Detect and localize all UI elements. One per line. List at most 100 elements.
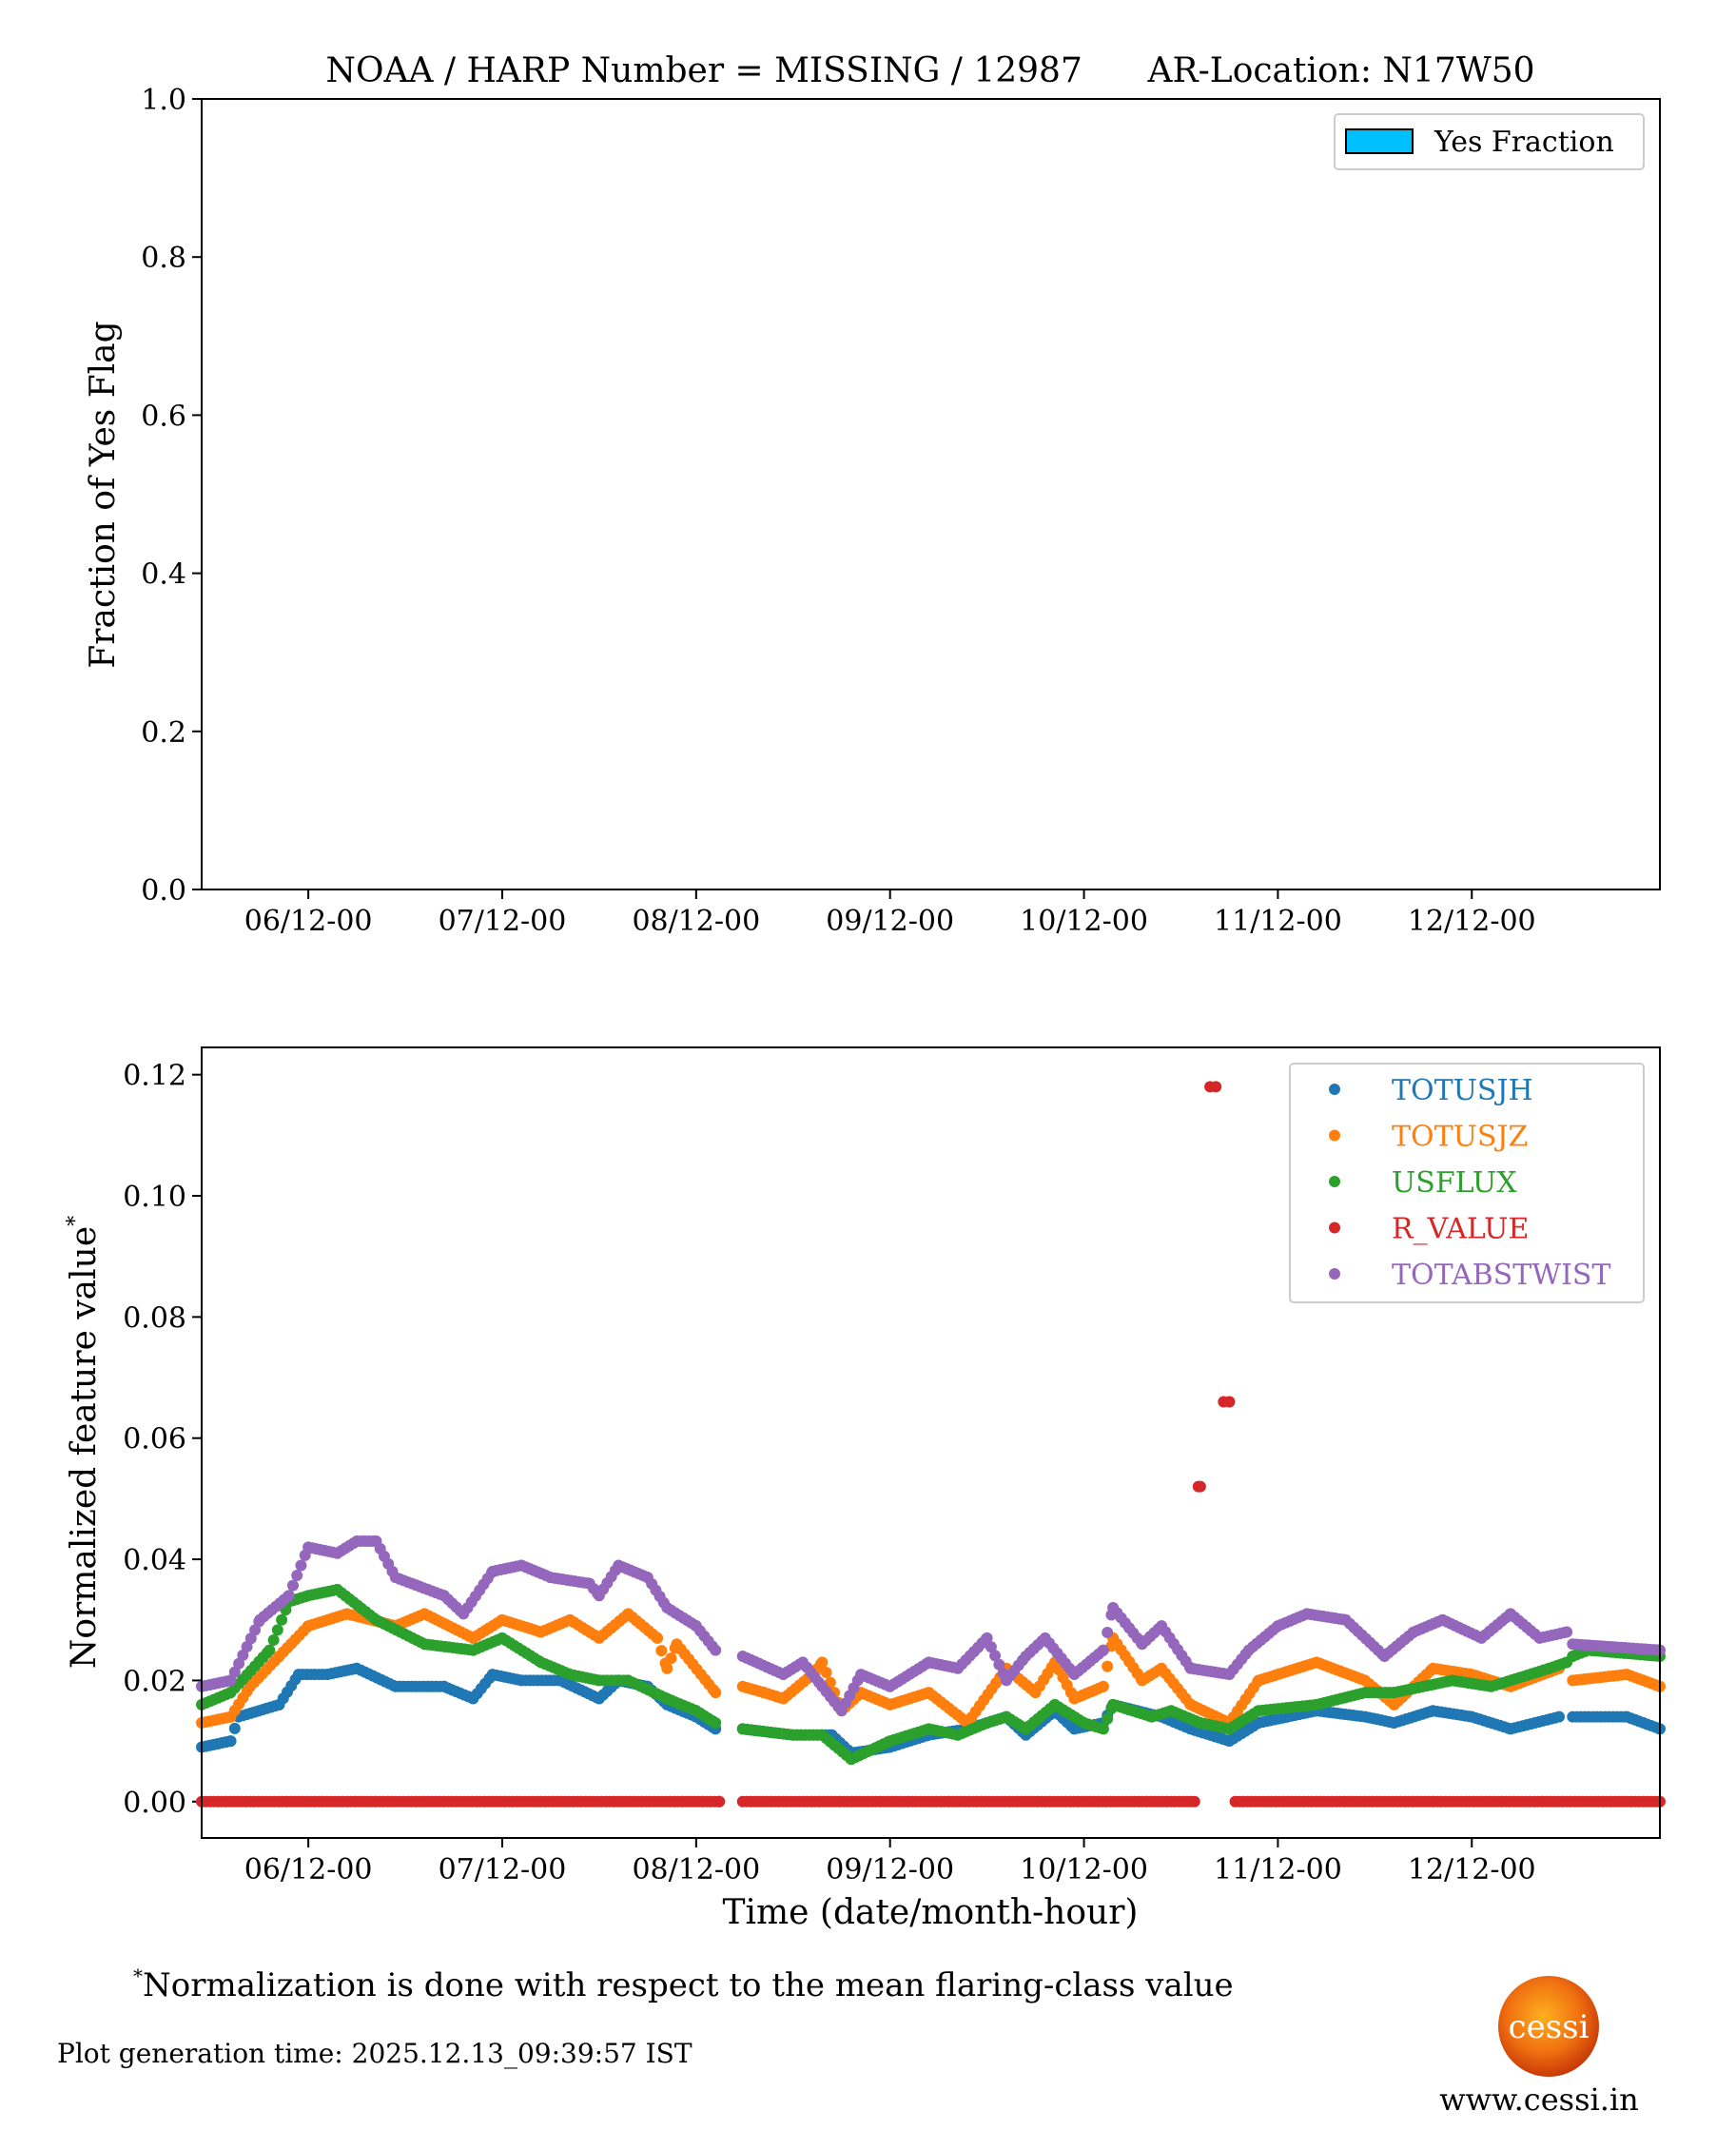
data-point (267, 1633, 280, 1646)
chart-title: NOAA / HARP Number = MISSING / 12987 AR-… (325, 51, 1534, 90)
data-point (820, 1666, 832, 1678)
data-point (713, 1795, 726, 1808)
top-y-tick-label: 0.8 (141, 242, 186, 275)
top-x-tick-label: 08/12-00 (632, 905, 760, 938)
legend-marker-totusjh (1329, 1084, 1340, 1095)
data-point (985, 1641, 997, 1653)
top-x-tick-label: 11/12-00 (1214, 905, 1342, 938)
data-point (993, 1658, 1005, 1671)
legend-marker-totabstwist (1329, 1268, 1340, 1280)
series-totabstwist (196, 1534, 1666, 1717)
legend-label-totusjz: TOTUSJZ (1392, 1121, 1528, 1154)
bottom-x-tick-label: 06/12-00 (244, 1853, 373, 1886)
footnote: *Normalization is done with respect to t… (133, 1964, 1234, 2004)
data-point (655, 1645, 668, 1657)
footnote-marker: * (133, 1964, 143, 1987)
data-point (652, 1632, 664, 1644)
top-legend: Yes Fraction (1334, 113, 1645, 170)
legend-label-r-value: R_VALUE (1392, 1213, 1529, 1246)
bottom-y-axis-label: Normalized feature value* (64, 1216, 104, 1669)
data-point (1097, 1680, 1109, 1692)
legend-marker-totusjz (1329, 1129, 1340, 1142)
data-point (710, 1687, 722, 1699)
top-y-tick-label: 0.2 (141, 716, 186, 750)
top-y-tick-label: 1.0 (141, 84, 186, 117)
bottom-plot-frame (201, 1046, 1661, 1839)
website-link[interactable]: www.cessi.in (1439, 2082, 1639, 2118)
series-r-value (196, 1081, 1666, 1808)
data-point (1223, 1396, 1236, 1408)
bottom-y-tick-label: 0.00 (123, 1787, 186, 1820)
legend-swatch-yes-fraction (1345, 128, 1414, 154)
top-y-tick-label: 0.4 (141, 558, 186, 592)
legend-label-usflux: USFLUX (1392, 1166, 1517, 1200)
bottom-x-tick-label: 07/12-00 (439, 1853, 567, 1886)
sun-icon (1498, 1976, 1599, 2077)
legend-box (1334, 113, 1645, 170)
data-point (1210, 1081, 1222, 1093)
ylabel-superscript: * (64, 1216, 88, 1226)
bottom-y-tick-label: 0.04 (123, 1544, 186, 1577)
data-point (710, 1644, 722, 1656)
data-point (224, 1735, 237, 1748)
data-point (1561, 1626, 1573, 1638)
top-x-tick-label: 07/12-00 (439, 905, 567, 938)
data-point (989, 1650, 1002, 1662)
bottom-legend: TOTUSJH TOTUSJZ USFLUX R_VALUE TOTABSTWIST (1289, 1063, 1645, 1303)
x-axis-label: Time (date/month-hour) (723, 1893, 1139, 1932)
legend-marker-r-value (1329, 1222, 1340, 1234)
scatter-points (196, 1081, 1666, 1808)
bottom-y-tick-label: 0.10 (123, 1181, 186, 1214)
data-point (263, 1644, 276, 1656)
legend-label-totabstwist: TOTABSTWIST (1392, 1259, 1611, 1292)
legend-label-yes-fraction: Yes Fraction (1434, 126, 1614, 159)
data-point (291, 1570, 303, 1582)
legend-label-totusjh: TOTUSJH (1392, 1074, 1533, 1107)
data-point (228, 1722, 241, 1734)
data-point (665, 1652, 677, 1665)
data-point (276, 1613, 288, 1626)
top-y-tick-label: 0.6 (141, 400, 186, 433)
top-y-tick-label: 0.0 (141, 874, 186, 908)
data-point (1102, 1627, 1114, 1639)
data-point (1102, 1712, 1114, 1725)
bottom-x-tick-label: 09/12-00 (826, 1853, 954, 1886)
bottom-y-tick-label: 0.12 (123, 1060, 186, 1093)
bottom-x-tick-label: 08/12-00 (632, 1853, 760, 1886)
bottom-y-tick-label: 0.02 (123, 1665, 186, 1698)
top-plot-frame (201, 98, 1661, 890)
data-point (295, 1559, 307, 1572)
data-point (1097, 1723, 1109, 1735)
data-point (1188, 1795, 1200, 1808)
cessi-logo: cessi (1498, 1976, 1599, 2077)
data-point (286, 1579, 299, 1592)
bottom-y-tick-label: 0.08 (123, 1301, 186, 1335)
data-point (661, 1662, 673, 1674)
legend-box (1289, 1063, 1645, 1303)
top-x-tick-label: 06/12-00 (244, 905, 373, 938)
data-point (981, 1632, 993, 1644)
bottom-x-tick-label: 12/12-00 (1408, 1853, 1536, 1886)
series-usflux (196, 1583, 1666, 1766)
data-point (1097, 1644, 1109, 1656)
top-x-tick-label: 12/12-00 (1408, 905, 1536, 938)
data-point (816, 1656, 829, 1669)
top-x-tick-label: 10/12-00 (1020, 905, 1148, 938)
ylabel-text: Normalized feature value (65, 1226, 104, 1669)
top-axis-ticks: 06/12-00 07/12-00 08/12-00 09/12-00 10/12-00… (141, 84, 1535, 938)
data-point (283, 1590, 295, 1602)
data-point (1552, 1710, 1565, 1723)
data-point (271, 1624, 283, 1636)
footnote-text: Normalization is done with respect to th… (143, 1966, 1234, 2004)
top-x-tick-label: 09/12-00 (826, 905, 954, 938)
bottom-axis-ticks: 06/12-00 07/12-00 08/12-00 09/12-00 10/12-00… (123, 1060, 1535, 1886)
logo-text: cessi (1509, 2008, 1590, 2046)
generation-time: Plot generation time: 2025.12.13_09:39:5… (57, 2038, 692, 2069)
data-point (1194, 1480, 1206, 1493)
top-y-axis-label: Fraction of Yes Flag (84, 321, 123, 668)
bottom-x-tick-label: 10/12-00 (1020, 1853, 1148, 1886)
data-point (1102, 1660, 1114, 1672)
data-point (710, 1717, 722, 1730)
bottom-y-tick-label: 0.06 (123, 1423, 186, 1456)
